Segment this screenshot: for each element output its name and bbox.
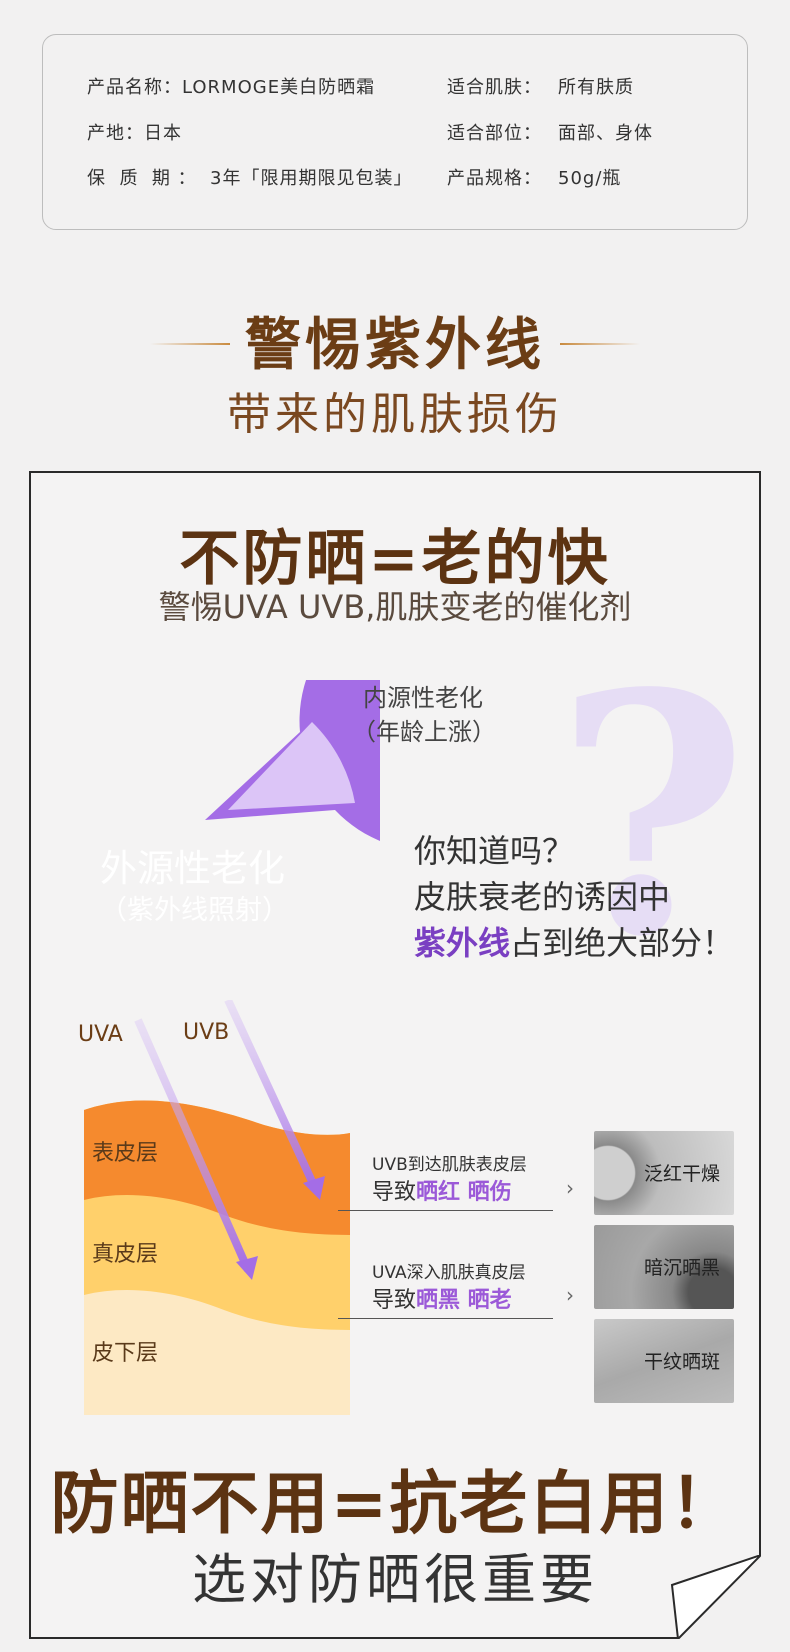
- layer-subcutis: 皮下层: [92, 1341, 159, 1366]
- product-spec-box: 产品名称：LORMOGE美白防晒霜 产地：日本 保 质 期 ： 3年「限用期限见…: [42, 34, 748, 230]
- dyk-line-3: 紫外线占到绝大部分！: [414, 920, 734, 966]
- effect-1-title: UVB到达肌肤表皮层: [372, 1155, 527, 1175]
- folded-corner: [670, 1555, 761, 1639]
- thumb-3-label: 干纹晒斑: [643, 1351, 720, 1373]
- uva-arrow-shaft: [134, 1018, 252, 1272]
- spec-size-label: 产品规格：: [447, 168, 542, 189]
- spec-skin-value: 所有肤质: [558, 77, 634, 98]
- effect-2-chevron-icon: ›: [566, 1283, 574, 1307]
- dyk-line-3-rest: 占到绝大部分！: [510, 924, 735, 962]
- effect-2-title: UVA深入肌肤真皮层: [372, 1263, 526, 1283]
- pie-small-label-1: 内源性老化: [363, 684, 483, 712]
- effect-1-harm: 晒红 晒伤: [416, 1180, 512, 1205]
- thumb-redness-dryness: 泛红干燥: [594, 1131, 734, 1215]
- effect-1-divider: [338, 1210, 553, 1211]
- effect-2-divider: [338, 1318, 553, 1319]
- dyk-line-2: 皮肤衰老的诱因中: [414, 878, 671, 916]
- effect-1-lead: 导致: [372, 1180, 417, 1205]
- thumb-wrinkles-spots: 干纹晒斑: [594, 1319, 734, 1403]
- uv-arrows: [134, 1000, 325, 1280]
- aging-pie-chart: [205, 680, 380, 841]
- effect-2-desc: 导致晒黑 晒老: [372, 1282, 512, 1314]
- effect-1-chevron-icon: ›: [566, 1176, 574, 1200]
- effect-2-lead: 导致: [372, 1288, 417, 1313]
- pie-big-label-1: 外源性老化: [100, 847, 285, 890]
- layer-dermis: 真皮层: [92, 1242, 159, 1267]
- uvb-arrow-shaft: [224, 1000, 320, 1192]
- effect-1-desc: 导致晒红 晒伤: [372, 1174, 512, 1206]
- spec-area-value: 面部、身体: [558, 123, 653, 144]
- effect-2-harm: 晒黑 晒老: [416, 1288, 512, 1313]
- spec-size-value: 50g/瓶: [558, 168, 622, 189]
- thumb-1-label: 泛红干燥: [643, 1163, 720, 1185]
- bottom-subheadline: 选对防晒很重要: [192, 1548, 598, 1611]
- title-line-left: [150, 343, 230, 345]
- section-subtitle: 带来的肌肤损伤: [227, 389, 563, 440]
- thumb-dullness-tanning: 暗沉晒黑: [594, 1225, 734, 1309]
- spec-skin-label: 适合肌肤：: [447, 77, 542, 98]
- spec-area-label: 适合部位：: [447, 123, 542, 144]
- pie-slice-intrinsic: [228, 722, 355, 810]
- dyk-highlight: 紫外线: [414, 924, 511, 962]
- thumb-2-label: 暗沉晒黑: [643, 1257, 720, 1279]
- pie-big-label-2: （紫外线照射）: [100, 895, 289, 926]
- section-title: 警惕紫外线: [245, 313, 545, 378]
- uva-label: UVA: [78, 1022, 123, 1047]
- skin-layers-diagram: [84, 1100, 350, 1415]
- spec-shelf-life: 保 质 期 ： 3年「限用期限见包装」: [87, 168, 413, 189]
- did-you-know-text: 你知道吗？ 皮肤衰老的诱因中 紫外线占到绝大部分！: [414, 828, 734, 966]
- uva-arrow-head: [236, 1256, 258, 1280]
- dyk-line-1: 你知道吗？: [414, 832, 575, 870]
- spec-name: 产品名称：LORMOGE美白防晒霜: [87, 77, 376, 98]
- bottom-headline: 防晒不用=抗老白用！: [50, 1465, 740, 1544]
- question-mark-decoration: ?: [555, 621, 749, 1009]
- layer-epidermis: 表皮层: [92, 1141, 159, 1166]
- uvb-label: UVB: [183, 1020, 230, 1045]
- pie-small-label-2: （年龄上涨）: [352, 718, 496, 746]
- uvb-arrow-head: [303, 1176, 325, 1200]
- card-subheadline: 警惕UVA UVB,肌肤变老的催化剂: [158, 588, 632, 626]
- spec-origin: 产地：日本: [87, 123, 182, 144]
- card-headline: 不防晒=老的快: [179, 524, 611, 594]
